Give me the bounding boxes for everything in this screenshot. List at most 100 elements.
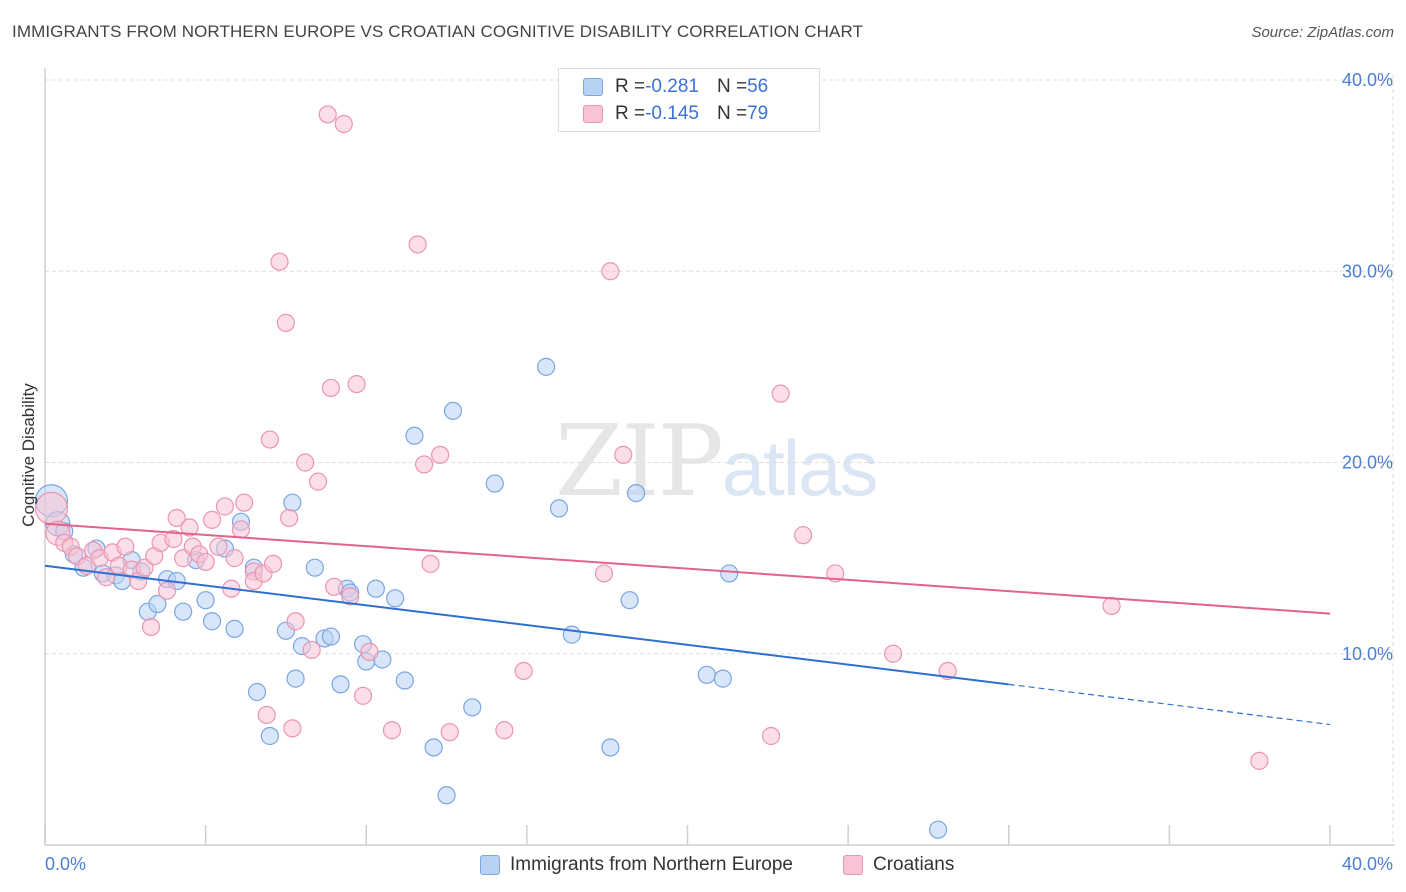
point-croatians: [321, 378, 341, 398]
bottom-legend-croatians: Croatians: [843, 852, 954, 878]
legend-swatch-pink: [583, 105, 603, 123]
legend-n-value: 79: [747, 103, 769, 124]
point-croatians: [353, 686, 373, 705]
point-northern-europe: [485, 474, 504, 493]
point-northern-europe: [386, 589, 405, 608]
legend-row-croatians: R = -0.145 N = 79: [583, 101, 768, 127]
trend-line-northern-europe-extension: [1008, 683, 1331, 726]
point-croatians: [263, 554, 283, 573]
point-northern-europe: [321, 627, 341, 646]
legend-swatch-blue: [583, 78, 603, 96]
point-northern-europe: [247, 682, 267, 702]
points-layer: [34, 105, 1269, 839]
trend-layer: [44, 522, 1331, 726]
point-northern-europe: [260, 726, 279, 746]
point-croatians: [157, 581, 177, 600]
point-croatians: [408, 235, 427, 254]
point-croatians: [283, 719, 302, 738]
point-croatians: [196, 552, 215, 572]
point-northern-europe: [620, 591, 639, 610]
point-croatians: [167, 508, 186, 528]
x-tick-label: 0.0%: [45, 854, 86, 874]
point-northern-europe: [405, 426, 424, 445]
y-tick-label: 30.0%: [1342, 261, 1393, 281]
point-northern-europe: [720, 564, 739, 583]
point-northern-europe: [601, 738, 620, 757]
axis-layer: [44, 68, 1395, 846]
point-croatians: [334, 114, 353, 134]
point-croatians: [235, 493, 254, 512]
point-croatians: [341, 587, 360, 606]
y-tick-label: 20.0%: [1342, 453, 1393, 473]
y-axis-label: Cognitive Disability: [19, 383, 38, 527]
point-northern-europe: [174, 602, 193, 621]
label-layer: 10.0% 20.0% 30.0% 40.0% 0.0% 40.0% Cognitive D…: [19, 70, 1393, 874]
point-croatians: [231, 520, 251, 539]
point-northern-europe: [286, 669, 305, 688]
point-croatians: [325, 577, 344, 596]
point-northern-europe: [928, 820, 948, 839]
legend-n-value: 56: [747, 76, 769, 97]
point-croatians: [257, 705, 276, 725]
point-northern-europe: [283, 493, 302, 512]
bottom-legend-swatch-pink: [843, 855, 863, 875]
point-northern-europe: [713, 669, 732, 688]
point-northern-europe: [437, 786, 456, 805]
legend-row-northern-europe: R = -0.281 N = 56: [583, 74, 768, 100]
point-croatians: [761, 726, 781, 746]
point-croatians: [421, 554, 440, 573]
stats-legend: R = -0.281 N = 56 R = -0.145 N = 79: [558, 68, 820, 132]
point-croatians: [34, 491, 69, 525]
point-northern-europe: [562, 625, 581, 644]
legend-n-label: N =: [716, 76, 748, 97]
bottom-legend-swatch-blue: [480, 855, 500, 875]
point-northern-europe: [202, 612, 222, 631]
legend-n-label: N =: [716, 103, 748, 124]
point-croatians: [215, 497, 234, 516]
point-croatians: [296, 453, 315, 472]
chart-title: IMMIGRANTS FROM NORTHERN EUROPE VS CROAT…: [12, 22, 864, 41]
legend-r-label: R =: [615, 103, 646, 124]
point-northern-europe: [424, 738, 443, 757]
bottom-legend-label: Immigrants from Northern Europe: [510, 854, 793, 875]
point-croatians: [141, 617, 161, 637]
y-tick-label: 10.0%: [1342, 644, 1393, 664]
point-croatians: [360, 642, 379, 661]
point-croatians: [308, 472, 328, 491]
point-croatians: [260, 430, 279, 449]
point-croatians: [794, 526, 813, 545]
chart-source: Source: ZipAtlas.com: [1251, 24, 1394, 41]
trend-line-croatians: [44, 522, 1331, 615]
point-croatians: [614, 445, 633, 464]
point-croatians: [318, 105, 337, 124]
point-croatians: [431, 445, 450, 464]
y-tick-label: 40.0%: [1342, 70, 1393, 90]
point-northern-europe: [697, 665, 716, 684]
point-northern-europe: [537, 357, 556, 376]
bottom-legend-northern-europe: Immigrants from Northern Europe: [480, 852, 793, 878]
point-croatians: [771, 384, 790, 403]
point-northern-europe: [331, 675, 350, 694]
point-croatians: [302, 640, 321, 660]
point-croatians: [276, 313, 296, 332]
point-croatians: [202, 510, 222, 529]
point-northern-europe: [305, 558, 324, 577]
point-northern-europe: [366, 579, 385, 598]
point-croatians: [1250, 751, 1269, 770]
watermark-atlas: atlas: [721, 424, 879, 512]
point-croatians: [280, 508, 299, 528]
point-northern-europe: [196, 591, 215, 610]
point-croatians: [514, 661, 533, 681]
point-croatians: [225, 549, 244, 568]
legend-r-value: -0.281: [645, 76, 699, 97]
point-croatians: [414, 455, 434, 474]
point-croatians: [1102, 596, 1121, 616]
point-northern-europe: [549, 499, 569, 518]
point-northern-europe: [463, 698, 482, 717]
point-croatians: [270, 252, 289, 271]
point-croatians: [116, 537, 135, 556]
x-tick-label: 40.0%: [1342, 854, 1393, 874]
point-northern-europe: [626, 484, 646, 503]
point-croatians: [209, 537, 228, 556]
